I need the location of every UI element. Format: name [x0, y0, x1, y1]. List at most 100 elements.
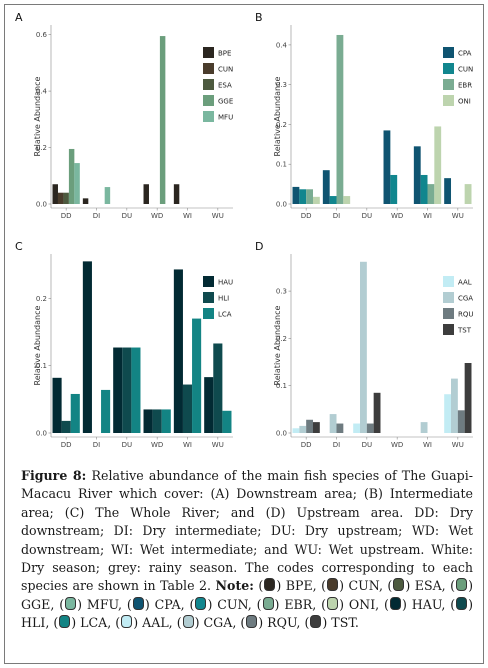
- bar-hau-dd: [52, 377, 62, 433]
- legend-label-tst: TST: [457, 327, 472, 335]
- note-code-text: GGE,: [21, 596, 55, 612]
- y-tick-label: 0.0: [36, 430, 47, 438]
- y-axis-label: Relative Abundance: [33, 76, 42, 156]
- note-code-hau-9: () HAU,: [379, 596, 446, 612]
- chart-grid: A Relative Abundance 0.0 0.2 0.4 0.6 DD DI DU WD W…: [5, 5, 485, 463]
- note-code-cpa-5: () CPA,: [122, 596, 185, 612]
- legend-swatch-ebr: [443, 79, 454, 90]
- bar-lca-du: [131, 347, 141, 433]
- note-code-cun-1: () CUN,: [316, 578, 383, 594]
- x-tick-label: DI: [333, 212, 340, 220]
- panel-letter: B: [255, 11, 263, 24]
- x-tick-label: DU: [362, 441, 373, 449]
- bar-rqu-du: [366, 423, 374, 433]
- bar-oni-wi: [434, 126, 442, 204]
- note-swatch: [327, 578, 339, 592]
- bar-cun-di: [329, 196, 337, 204]
- bar-tst-du: [373, 392, 381, 433]
- legend-swatch-oni: [443, 95, 454, 106]
- bar-tst-wu: [464, 363, 472, 433]
- bar-cga-wi: [420, 422, 428, 433]
- legend-label-aal: AAL: [458, 279, 472, 287]
- bar-cun-wi: [420, 174, 428, 204]
- note-swatch: [264, 578, 276, 592]
- panel-letter: A: [15, 11, 23, 24]
- legend-swatch-cun: [203, 63, 214, 74]
- y-tick-label: 0.1: [276, 161, 287, 169]
- legend-label-hli: HLI: [218, 295, 229, 303]
- note-code-text: BPE,: [285, 578, 317, 594]
- note-code-text: TST.: [331, 615, 359, 631]
- legend-label-ebr: EBR: [458, 82, 472, 90]
- bar-mfu-dd: [74, 163, 80, 204]
- y-tick-label: 0.0: [36, 201, 47, 209]
- bar-hli-wi: [182, 384, 193, 433]
- bar-lca-wi: [192, 318, 202, 433]
- bar-oni-dd: [312, 196, 320, 204]
- y-tick-label: 0.0: [276, 201, 287, 209]
- note-code-text: ONI,: [348, 596, 380, 612]
- legend-swatch-cun: [443, 63, 454, 74]
- bar-gge-wd: [159, 36, 166, 204]
- note-code-text: CGA,: [203, 615, 237, 631]
- figure-caption: Figure 8: Relative abundance of the main…: [21, 467, 473, 633]
- note-code-rqu-14: () RQU,: [236, 615, 301, 631]
- panel-a: A Relative Abundance 0.0 0.2 0.4 0.6 DD DI DU WD W…: [15, 11, 233, 220]
- note-code-hli-10: () HLI,: [21, 596, 474, 631]
- legend-swatch-hli: [203, 292, 214, 303]
- x-tick-label: WD: [151, 441, 163, 449]
- legend-swatch-rqu: [443, 308, 454, 319]
- x-tick-label: DU: [122, 441, 133, 449]
- note-code-lca-11: () LCA,: [49, 615, 112, 631]
- note-code-bpe-0: () BPE,: [258, 578, 317, 594]
- bar-cga-dd: [299, 425, 307, 433]
- bar-tst-dd: [312, 422, 320, 433]
- x-tick-label: WI: [183, 212, 192, 220]
- bar-cga-wu: [451, 378, 458, 433]
- bar-bpe-wd: [143, 184, 149, 204]
- note-code-text: HAU,: [411, 596, 446, 612]
- bar-mfu-di: [104, 187, 111, 204]
- legend-swatch-esa: [203, 79, 214, 90]
- panel-b: B Relative Abundance 0.0 0.1 0.2 0.3 0.4 DD DI DU…: [255, 11, 473, 220]
- legend-label-rqu: RQU: [458, 311, 474, 319]
- x-tick-label: WU: [452, 441, 464, 449]
- bar-rqu-dd: [306, 419, 313, 433]
- y-tick-label: 0.2: [36, 295, 47, 303]
- bar-ebr-wi: [427, 184, 435, 204]
- chart-canvas: A Relative Abundance 0.0 0.2 0.4 0.6 DD DI DU WD W…: [15, 11, 474, 449]
- note-code-cun-6: () CUN,: [184, 596, 252, 612]
- legend-swatch-cpa: [443, 47, 454, 58]
- bar-cun-wd: [390, 174, 398, 204]
- legend-label-cpa: CPA: [458, 50, 472, 58]
- y-tick-label: 0.4: [36, 88, 48, 96]
- caption-text: Relative abundance of the main fish spec…: [21, 468, 473, 594]
- x-tick-label: WU: [212, 212, 224, 220]
- bar-aal-wu: [444, 394, 452, 433]
- note-swatch: [393, 578, 405, 592]
- note-code-text: CUN,: [217, 596, 252, 612]
- bar-hau-wd: [143, 409, 153, 433]
- bar-aal-dd: [292, 428, 300, 433]
- note-code-cga-13: () CGA,: [172, 615, 237, 631]
- note-swatch: [456, 596, 468, 610]
- y-tick-label: 0.2: [36, 144, 47, 152]
- note-swatch: [195, 596, 207, 610]
- legend-swatch-mfu: [203, 111, 214, 122]
- legend-label-cun: CUN: [218, 66, 233, 74]
- note-code-text: ESA,: [414, 578, 446, 594]
- legend-label-mfu: MFU: [218, 114, 233, 122]
- y-tick-label: 0.6: [36, 31, 48, 39]
- x-tick-label: DU: [362, 212, 373, 220]
- bar-rqu-di: [336, 423, 344, 433]
- legend-swatch-lca: [203, 308, 214, 319]
- bar-hli-dd: [61, 420, 71, 433]
- y-tick-label: 0.1: [36, 362, 47, 370]
- x-tick-label: WI: [183, 441, 192, 449]
- note-code-text: HLI,: [21, 615, 50, 631]
- legend-swatch-hau: [203, 276, 214, 287]
- bar-cpa-wu: [444, 178, 452, 204]
- note-swatch: [262, 596, 274, 610]
- x-tick-label: WI: [423, 441, 432, 449]
- note-swatch: [389, 596, 401, 610]
